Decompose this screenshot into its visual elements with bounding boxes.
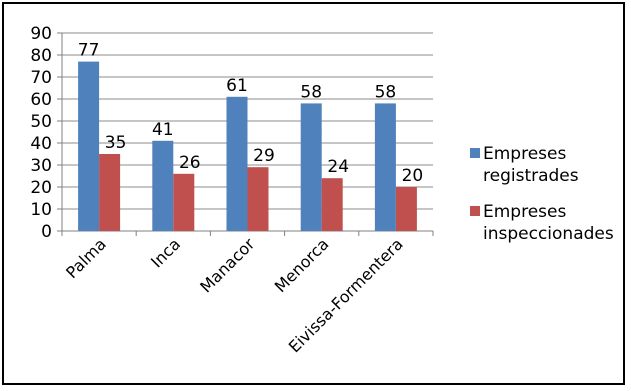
y-tick-label: 10: [30, 200, 52, 220]
data-label: 24: [327, 157, 349, 177]
bar-registrades: [300, 103, 322, 231]
bar-registrades: [374, 103, 396, 231]
bar-registrades: [78, 61, 100, 231]
legend-label: Empreses registrades: [483, 144, 579, 186]
y-tick-label: 0: [41, 222, 52, 242]
bar-inspeccionades: [99, 154, 121, 231]
x-tick-label: Menorca: [271, 234, 333, 296]
data-label: 26: [179, 153, 201, 173]
legend-label: Empreses inspeccionades: [483, 202, 614, 244]
data-label: 41: [152, 120, 174, 140]
data-label: 58: [375, 82, 397, 102]
x-tick-label: Palma: [62, 234, 110, 282]
legend-label-line: inspeccionades: [483, 224, 614, 244]
data-label: 29: [253, 146, 275, 166]
data-label: 20: [402, 166, 424, 186]
legend-swatch: [470, 148, 480, 158]
data-label: 58: [300, 82, 322, 102]
x-tick-label: Manacor: [196, 234, 258, 296]
y-tick-label: 90: [30, 24, 52, 44]
y-tick-label: 50: [30, 112, 52, 132]
bar-inspeccionades: [173, 173, 195, 231]
bar-registrades: [152, 140, 174, 231]
x-tick-labels: Palma Inca Manacor MenorcaEivissa-Formenter…: [62, 234, 407, 356]
y-tick-label: 40: [30, 134, 52, 154]
x-tick-label: Inca: [147, 234, 184, 271]
bar-inspeccionades: [247, 167, 269, 231]
data-label: 35: [105, 133, 127, 153]
bar-registrades: [226, 96, 248, 231]
data-label: 77: [78, 41, 100, 61]
y-tick-label: 30: [30, 156, 52, 176]
y-tick-label: 70: [30, 68, 52, 88]
bar-inspeccionades: [395, 187, 417, 231]
data-label: 61: [226, 76, 248, 96]
legend-label-line: Empreses: [483, 202, 566, 222]
y-tick-label: 60: [30, 90, 52, 110]
y-tick-label: 80: [30, 46, 52, 66]
bars: [78, 61, 417, 231]
y-tick-label: 20: [30, 178, 52, 198]
legend-label-line: registrades: [483, 166, 579, 186]
legend-label-line: Empreses: [483, 144, 566, 164]
legend-swatch: [470, 206, 480, 216]
bar-inspeccionades: [321, 178, 343, 231]
